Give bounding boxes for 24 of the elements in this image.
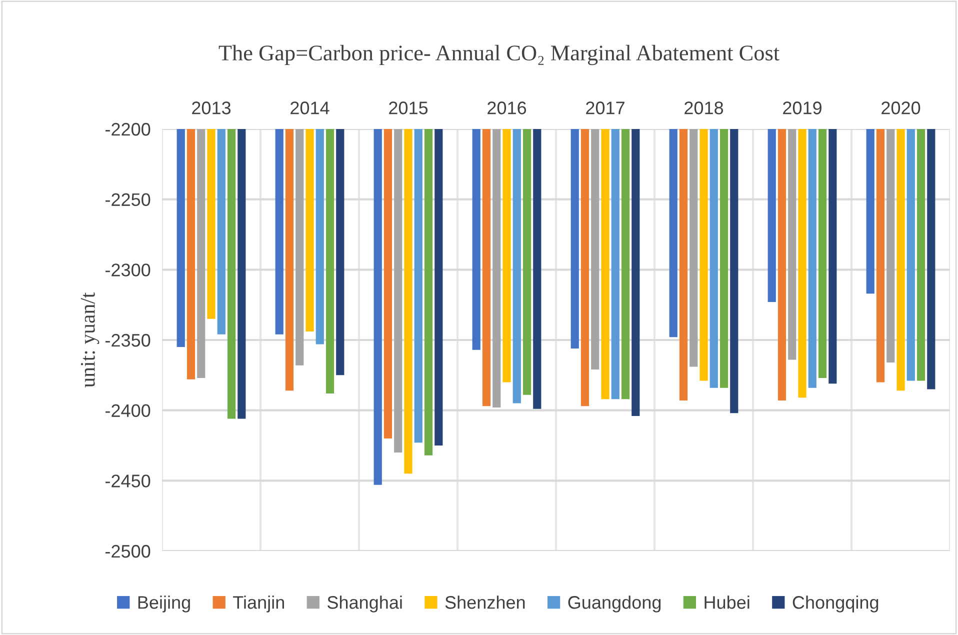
- y-tick-label: -2450: [106, 474, 150, 488]
- x-tick-label: 2018: [684, 102, 724, 114]
- legend-label: Chongqing: [792, 596, 878, 612]
- y-tick-label: -2350: [106, 334, 150, 347]
- y-tick-label: -2400: [106, 404, 150, 418]
- x-tick-label: 2020: [882, 102, 920, 114]
- x-tick-label: 2015: [389, 102, 428, 114]
- y-tick-label: -2300: [106, 264, 150, 276]
- y-tick-label: -2250: [106, 193, 150, 206]
- legend-label: Guangdong: [568, 596, 661, 612]
- chart-title: The Gap=Carbon price- Annual CO₂ Marginal Abatement Cost: [218, 44, 780, 66]
- x-tick-label: 2016: [488, 102, 526, 114]
- legend-label: Tianjin: [233, 596, 284, 612]
- x-tick-label: 2013: [192, 102, 231, 114]
- y-axis-title: unit: yuan/t: [80, 292, 100, 388]
- legend-label: Shenzhen: [445, 596, 525, 609]
- legend-label: Hubei: [704, 596, 750, 609]
- y-tick-label: -2500: [106, 544, 150, 558]
- legend-label: Shanghai: [327, 596, 402, 612]
- x-tick-label: 2014: [290, 102, 330, 114]
- x-tick-label: 2017: [586, 102, 624, 114]
- legend-label: Beijing: [138, 596, 190, 612]
- x-tick-label: 2019: [783, 102, 822, 114]
- y-tick-label: -2200: [106, 122, 150, 136]
